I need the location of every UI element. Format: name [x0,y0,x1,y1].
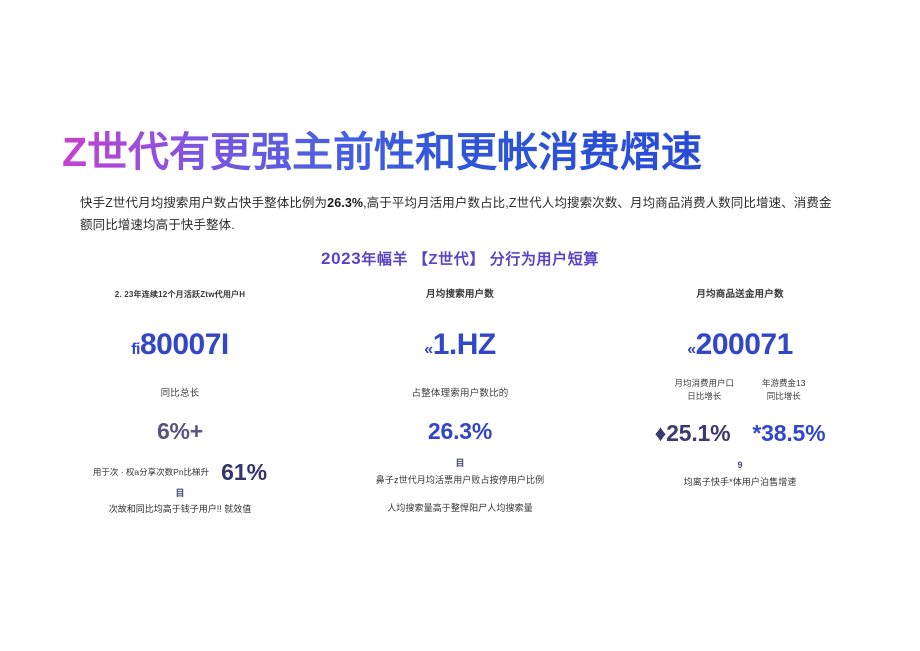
percent-right-number: 38.5% [761,420,826,446]
column-bottom-note: 次故和同比均高于钱子用户!! 就效值 [108,504,252,514]
big-metric-number: 1.HZ [432,328,497,361]
column-mid-note: 鼻子z世代月均活票用户败占按停用户比例 [375,475,545,485]
percent-share-value: 26.3% [427,418,493,444]
stats-columns: 2. 23年连续12个月活跃Ztw代用户H fi80007I 同比总长 6%+ … [40,288,880,516]
big-metric-value: fi80007I [40,328,320,367]
dual-label-right-line1: 年游费金13 [762,378,806,388]
intro-paragraph: 快手Z世代月均搜索用户数占快手整体比例为26.3%,高于平均月活用户数占比,Z世… [80,192,842,236]
intro-text-after: ,高于平均月活用户数占比,Z世代人均搜索次数、月均商品消费人数同比增速、消费金额… [80,196,832,232]
percent-row: ♦25.1% *38.5% [600,419,880,447]
percent-left-value: ♦25.1% [655,419,731,447]
intro-text-before: 快手Z世代月均搜索用户数占快手整体比例为 [80,196,328,210]
spacer [320,487,600,497]
percent-growth-value: 6%+ [156,418,204,444]
stat-column-paying-users: 月均商品送金用户数 «200071 月均消费用户口 日比增长 年游费金13 同比… [600,288,880,516]
percent-row: 26.3% [320,417,600,445]
mid-marker: 目 [455,458,465,468]
metric-sub-label: 同比总长 [160,388,200,399]
dual-label-right: 年游费金13 同比增长 [762,377,805,403]
big-metric-prefix: fi [131,341,140,358]
mid-marker: 9 [737,460,743,470]
stat-column-active-users: 2. 23年连续12个月活跃Ztw代用户H fi80007I 同比总长 6%+ … [40,288,320,516]
metric-sub-label: 占整体理索用户数比的 [411,388,509,399]
column-header: 月均搜索用户数 [426,289,494,300]
dual-label-left-line2: 日比增长 [687,391,722,401]
big-metric-value: «200071 [600,328,880,367]
column-bottom-note: 人均搜索量高于整悍阳尸人均搜索量 [387,503,533,513]
section-heading-year: 2023 [321,249,362,268]
section-heading-rest: 年幅羊 【Z世代】 分行为用户短算 [361,251,599,268]
page-title: Z世代有更强主前性和更帐消费熠速 [62,126,702,178]
big-metric-number: 80007I [140,328,229,361]
percent-left-prefix: ♦ [654,420,667,446]
percent-right-value: *38.5% [752,419,825,447]
percent-row: 6%+ [40,417,320,445]
percent-right-prefix: * [752,420,762,446]
section-heading: 2023年幅羊 【Z世代】 分行为用户短算 [0,248,920,269]
dual-label-left-line1: 月均消费用户口 [674,378,735,388]
stat-column-search-users: 月均搜索用户数 «1.HZ 占整体理索用户数比的 26.3% 目 鼻子z世代月均… [320,288,600,516]
inline-metric-row: 用于次 · 权a分享次数Pn比梯升 61% [40,459,320,485]
dual-label-left: 月均消费用户口 日比增长 [675,377,735,403]
intro-highlight-value: 26.3% [327,196,364,210]
percent-left-number: 25.1% [666,420,731,446]
mid-marker: 目 [175,488,185,498]
big-metric-number: 200071 [695,328,794,361]
column-header: 月均商品送金用户数 [696,289,784,300]
dual-label-right-line2: 同比增长 [766,391,801,401]
big-metric-prefix: « [687,341,696,358]
inline-metric-value: 61% [221,459,268,485]
inline-metric-label: 用于次 · 权a分享次数Pn比梯升 [92,466,210,477]
column-bottom-note: 均离子快手*体用户泊售增速 [683,477,797,487]
big-metric-prefix: « [424,341,433,358]
dual-metric-labels: 月均消费用户口 日比增长 年游费金13 同比增长 [600,377,880,403]
column-header: 2. 23年连续12个月活跃Ztw代用户H [114,290,246,299]
big-metric-value: «1.HZ [320,328,600,367]
